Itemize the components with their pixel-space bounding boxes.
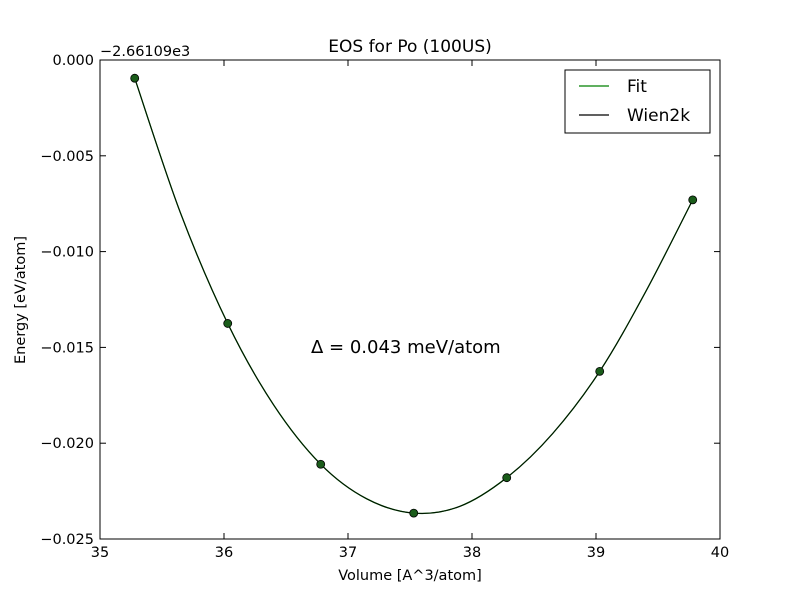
data-point — [409, 508, 419, 518]
x-axis-title: Volume [A^3/atom] — [338, 568, 482, 584]
y-tick-label: −0.005 — [40, 149, 94, 165]
data-point — [130, 73, 140, 83]
legend-label-wien2k: Wien2k — [627, 106, 690, 126]
y-tick-label: −0.025 — [40, 532, 94, 548]
x-tick-label: 38 — [463, 545, 481, 561]
y-axis-title: Energy [eV/atom] — [13, 236, 29, 364]
data-point — [595, 366, 605, 376]
y-tick-label: −0.015 — [40, 340, 94, 356]
delta-annotation: Δ = 0.043 meV/atom — [311, 337, 501, 358]
y-tick-label: 0.000 — [52, 53, 94, 69]
x-tick-label: 39 — [587, 545, 605, 561]
data-point — [223, 319, 233, 328]
x-tick-label: 40 — [711, 545, 729, 561]
y-axis-offset-label: −2.66109e3 — [100, 44, 190, 60]
data-point — [688, 195, 698, 205]
data-point — [502, 473, 512, 483]
x-tick-label: 35 — [91, 545, 109, 561]
plot-frame — [99, 59, 721, 540]
series-line-wien2k — [134, 78, 694, 515]
chart-title: EOS for Po (100US) — [328, 37, 492, 57]
axis-ticks: 35 36 37 38 39 40 0.000 −0.005 −0.010 −0.015 −0.02… — [40, 53, 729, 561]
legend-label-fit: Fit — [627, 77, 647, 97]
legend: Fit Wien2k — [564, 69, 711, 134]
data-point — [316, 459, 326, 469]
plot-area — [130, 73, 698, 518]
x-tick-label: 36 — [215, 545, 233, 561]
series-line-fit — [134, 77, 694, 515]
legend-box — [564, 69, 711, 134]
x-tick-label: 37 — [339, 545, 357, 561]
y-tick-label: −0.010 — [40, 245, 94, 261]
y-tick-label: −0.020 — [40, 436, 94, 452]
